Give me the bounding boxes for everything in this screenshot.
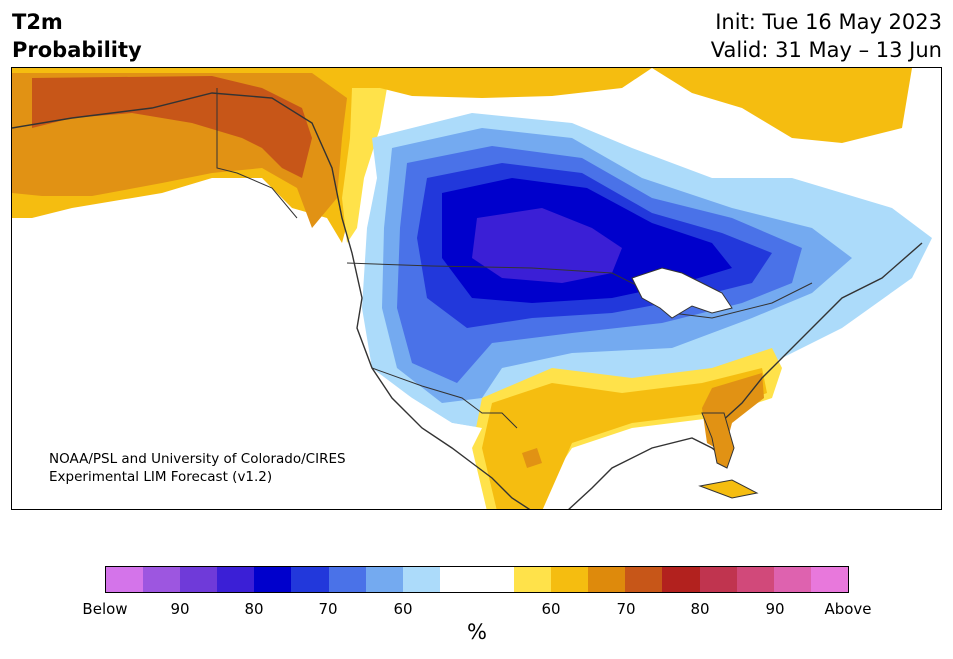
yukon-yellow-band [342,88,387,243]
colorbar-swatch [551,567,589,592]
great-lakes [631,267,733,319]
colorbar-unit-label: % [467,620,487,644]
colorbar-swatch [254,567,292,592]
credit-text: NOAA/PSL and University of Colorado/CIRE… [49,450,346,486]
colorbar-swatch [476,567,515,592]
init-date: Init: Tue 16 May 2023 [715,10,942,34]
colorbar-swatch [736,567,774,592]
colorbar-tick-below-80: 80 [244,600,264,618]
colorbar-tick-below-60: 60 [393,600,413,618]
colorbar-swatch [625,567,663,592]
map-canvas [12,68,932,509]
colorbar-tick-below: Below [82,600,128,618]
alaska-dark-orange-region [32,76,312,178]
arctic-gold-region [652,68,912,143]
colorbar-swatch [588,567,626,592]
arctic-gold-region-2 [352,68,652,98]
colorbar-swatch [514,567,552,592]
forecast-dates: Init: Tue 16 May 2023 Valid: 31 May – 13… [711,8,942,64]
colorbar-swatch [328,567,366,592]
cuba [698,479,759,499]
mexico-white-region [362,368,482,509]
colorbar-swatch [291,567,329,592]
probability-map [11,67,942,510]
colorbar-swatch [662,567,700,592]
colorbar-tick-above-80: 80 [690,600,710,618]
colorbar-tick-above: Above [824,600,872,618]
colorbar-swatch [439,567,477,592]
cold-violet-core [472,208,622,283]
title-line-2: Probability [12,38,142,62]
colorbar-swatch [143,567,181,592]
colorbar-swatch [402,567,440,592]
colorbar-tick-above-60: 60 [541,600,561,618]
south-gold-region [482,368,767,509]
title-line-1: T2m [12,10,63,34]
texas-orange-spot [522,448,542,468]
map-title: T2m Probability [12,8,142,64]
probability-colorbar [105,566,849,593]
colorbar-swatch [699,567,737,592]
credit-line-1: NOAA/PSL and University of Colorado/CIRE… [49,451,346,467]
valid-range: Valid: 31 May – 13 Jun [710,38,942,62]
us-mexico-border [371,367,518,429]
colorbar-tick-above-70: 70 [616,600,636,618]
florida-peninsula [701,412,735,469]
colorbar-swatch [180,567,218,592]
colorbar-swatch [810,567,848,592]
colorbar-swatch [365,567,403,592]
colorbar-tick-below-90: 90 [170,600,190,618]
credit-line-2: Experimental LIM Forecast (v1.2) [49,469,273,485]
colorbar-tick-below-70: 70 [318,600,338,618]
colorbar-tick-above-90: 90 [765,600,785,618]
colorbar-swatch [217,567,255,592]
alaska-border [216,88,298,219]
colorbar-swatch [106,567,144,592]
colorbar-swatch [773,567,811,592]
